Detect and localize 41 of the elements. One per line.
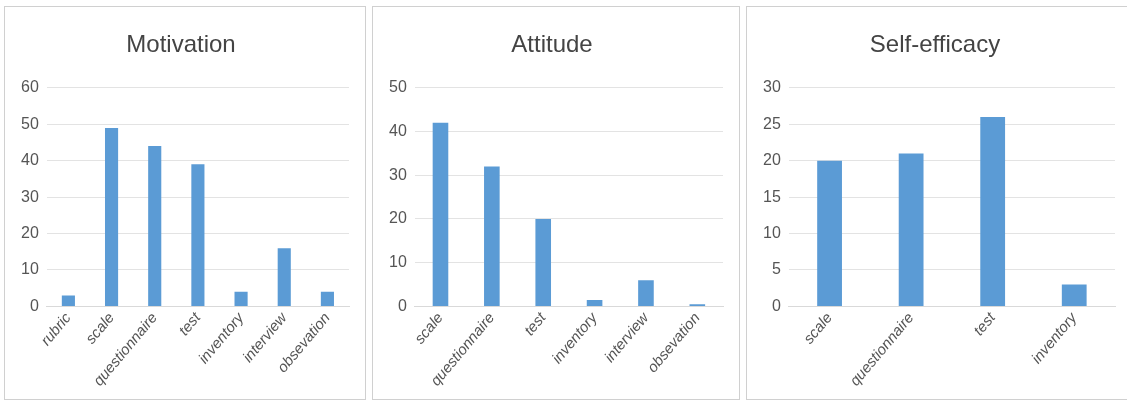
bar bbox=[148, 146, 162, 306]
bar bbox=[1061, 284, 1087, 306]
bar bbox=[898, 153, 924, 306]
bar bbox=[432, 122, 449, 306]
bar bbox=[234, 291, 248, 306]
bar bbox=[535, 218, 552, 306]
y-tick-label: 50 bbox=[389, 78, 407, 96]
bar bbox=[61, 295, 75, 306]
y-tick-label: 5 bbox=[771, 260, 781, 278]
bar bbox=[980, 116, 1006, 306]
y-tick-label: 50 bbox=[21, 114, 39, 132]
bar bbox=[586, 299, 603, 306]
chart-title: Attitude bbox=[511, 30, 593, 58]
bar bbox=[484, 166, 500, 306]
y-tick-label: 0 bbox=[771, 296, 781, 314]
y-tick-label: 40 bbox=[389, 121, 407, 139]
chart-title: Motivation bbox=[126, 30, 236, 58]
y-tick-label: 20 bbox=[21, 223, 39, 241]
y-tick-label: 10 bbox=[763, 223, 781, 241]
y-tick-label: 10 bbox=[21, 260, 39, 278]
y-tick-label: 25 bbox=[763, 114, 781, 132]
bar bbox=[191, 164, 205, 306]
y-tick-label: 0 bbox=[29, 296, 39, 314]
y-tick-label: 15 bbox=[763, 187, 781, 205]
y-tick-label: 40 bbox=[21, 151, 39, 169]
bar bbox=[320, 291, 334, 306]
bar bbox=[817, 160, 842, 306]
y-tick-label: 20 bbox=[389, 209, 407, 227]
y-tick-label: 30 bbox=[21, 187, 39, 205]
x-tick-label: test bbox=[969, 308, 999, 339]
x-tick-label: test bbox=[520, 308, 550, 339]
y-tick-label: 10 bbox=[389, 253, 407, 271]
bar bbox=[638, 280, 654, 306]
y-tick-label: 0 bbox=[397, 296, 407, 314]
bar bbox=[104, 127, 119, 306]
y-tick-label: 20 bbox=[763, 151, 781, 169]
bar bbox=[277, 248, 291, 306]
y-tick-label: 60 bbox=[21, 78, 39, 96]
y-tick-label: 30 bbox=[389, 165, 407, 183]
y-tick-label: 30 bbox=[763, 78, 781, 96]
chart-title: Self-efficacy bbox=[869, 30, 1001, 58]
